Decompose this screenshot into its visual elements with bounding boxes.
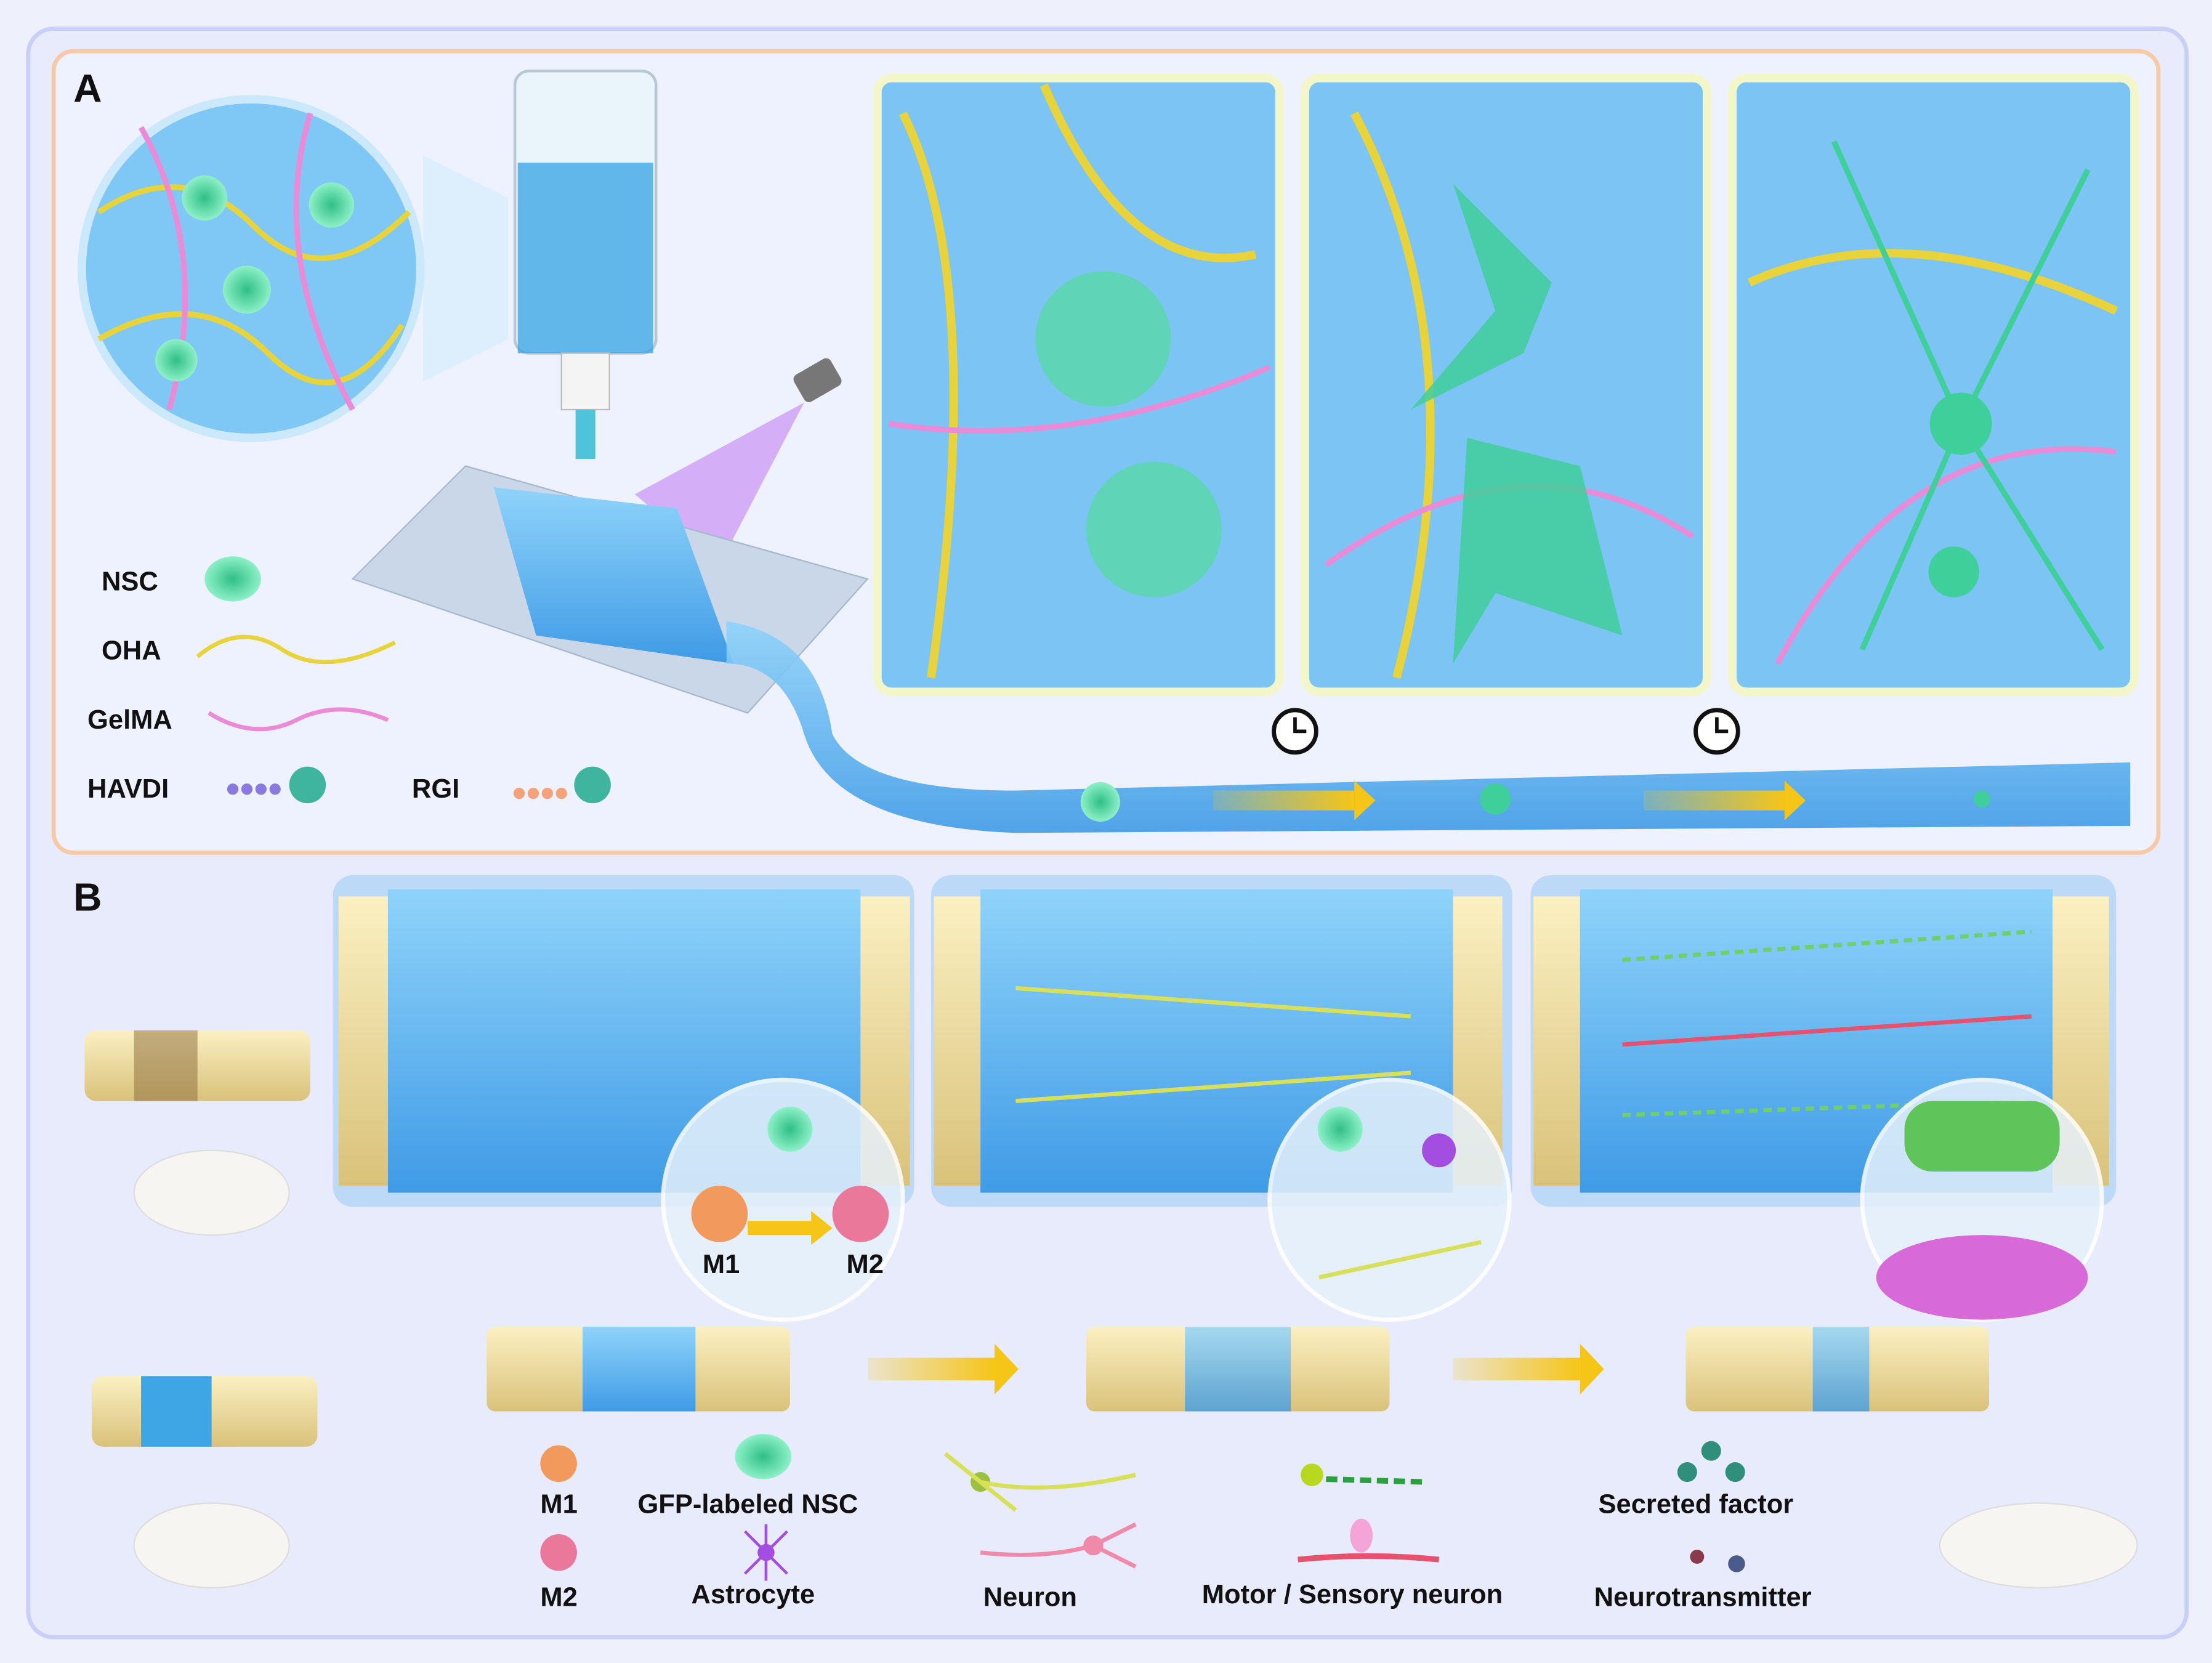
conduit-stage-1: M1 M2 — [333, 875, 914, 1322]
nsc-differentiation-bubble — [1267, 1077, 1512, 1322]
panel-a-label: A — [73, 67, 102, 111]
gelma-chain-icon — [208, 707, 389, 732]
panel-a-legend: NSC OHA GelMA HAVDI RGI — [87, 556, 611, 804]
oha-chain-icon — [196, 634, 396, 665]
rgi-peptide-icon — [513, 766, 611, 804]
panel-b-label: B — [73, 875, 102, 919]
legend-label-motor-sensory-neuron: Motor / Sensory neuron — [1202, 1580, 1503, 1609]
legend-label-m1: M1 — [540, 1489, 577, 1519]
nsc-cell-icon — [204, 556, 261, 602]
legend-label-rgi: RGI — [412, 774, 459, 804]
stage-panel-1 — [873, 73, 1284, 697]
clock-icon — [1693, 708, 1740, 755]
progress-arrow — [1643, 790, 1785, 811]
macrophage-polarization-bubble — [661, 1077, 905, 1322]
legend-label-havdi: HAVDI — [87, 774, 169, 804]
hydrogel-network-magnified — [77, 95, 508, 442]
legend-label-neurotransmitter: Neurotransmitter — [1594, 1583, 1812, 1612]
printing-platform — [351, 465, 2131, 833]
m1-macrophage-icon — [540, 1445, 577, 1483]
m2-macrophage-icon — [540, 1534, 577, 1571]
panel-b: B M1 M2 — [73, 875, 2138, 1612]
legend-label-oha: OHA — [102, 636, 161, 666]
m1-label: M1 — [703, 1250, 740, 1279]
recovered-rat — [1939, 1502, 2138, 1589]
legend-label-gfp-nsc: GFP-labeled NSC — [637, 1489, 858, 1519]
panel-a: A — [51, 49, 2161, 855]
gfp-nsc-icon — [735, 1434, 792, 1479]
legend-label-astrocyte: Astrocyte — [692, 1580, 815, 1609]
legend-label-secreted-factor: Secreted factor — [1598, 1489, 1793, 1519]
rat-nerve-injury-illustration — [84, 1030, 2138, 1589]
conduit-sequence — [486, 1327, 1990, 1412]
neuron-icon — [943, 1452, 1137, 1569]
legend-label-neuron: Neuron — [983, 1583, 1077, 1612]
motor-sensory-neuron-icon — [1298, 1463, 1440, 1563]
panel-b-legend: M1 M2 GFP-labeled NSC Astrocyte Neuron M… — [540, 1434, 1812, 1612]
stage-panel-3 — [1728, 73, 2139, 697]
clock-icon — [1272, 708, 1318, 755]
m2-label: M2 — [846, 1250, 883, 1279]
syringe-bioprinter — [513, 69, 658, 459]
neurotransmitter-icon — [1690, 1550, 1745, 1572]
havdi-peptide-icon — [227, 766, 326, 804]
legend-label-gelma: GelMA — [87, 705, 172, 735]
legend-label-nsc: NSC — [102, 567, 158, 596]
stage-panel-2 — [1301, 73, 1711, 697]
astrocyte-icon — [743, 1524, 788, 1581]
progress-arrow — [1213, 790, 1355, 811]
legend-label-m2: M2 — [540, 1583, 577, 1612]
printed-filament — [726, 621, 2131, 833]
secreted-factor-icon — [1677, 1441, 1745, 1483]
conduit-stage-2 — [930, 875, 1512, 1322]
conduit-stage-3 — [1530, 875, 2117, 1322]
